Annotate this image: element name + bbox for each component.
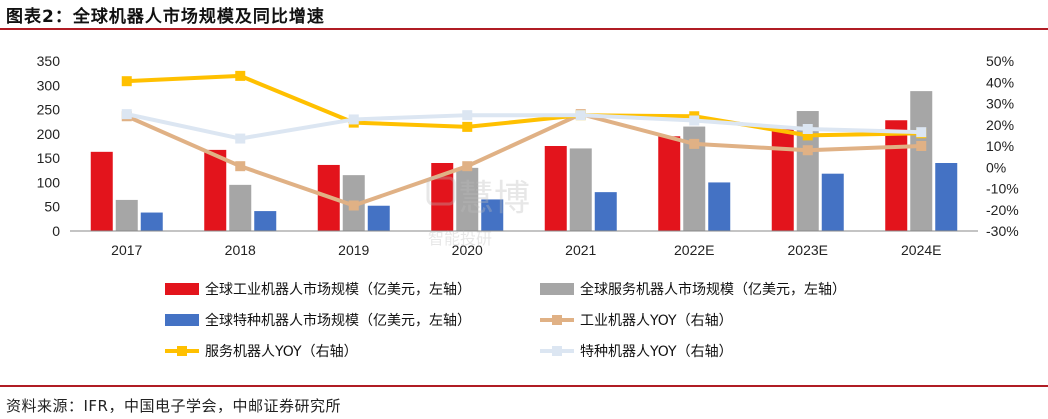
bar-series-group [90,91,958,231]
svg-text:慧博: 慧博 [458,178,530,219]
line-point-1 [235,161,246,172]
line-point-3 [802,124,813,134]
right-axis-tick-label: 20% [986,117,1014,133]
x-axis-tick-label: 2017 [111,242,142,258]
source-note: 资料来源：IFR，中国电子学会，中邮证券研究所 [6,397,341,415]
line-point-3 [575,110,586,121]
bar-1 [658,136,681,231]
bar-2 [910,91,933,231]
bar-3 [708,182,731,231]
legend-swatch-marker [177,346,187,356]
line-point-3 [121,109,132,120]
right-axis-tick-label: -30% [986,223,1019,239]
bar-3 [254,211,277,231]
bar-2 [229,184,252,231]
x-axis-tick-label: 2020 [452,242,483,258]
x-axis-tick-label: 2018 [225,242,256,258]
legend-label: 工业机器人YOY（右轴） [580,313,733,329]
legend-label: 全球服务机器人市场规模（亿美元，左轴） [580,281,846,298]
svg-text:智能投研: 智能投研 [428,229,492,248]
line-point-2 [235,70,246,81]
right-axis-tick-label: 0% [986,159,1006,175]
line-point-3 [235,133,246,144]
legend-swatch-marker [552,346,562,356]
x-axis: 2017 2018 2019 2020 2021 2022E 2023E 2024E [70,230,978,258]
line-point-1 [462,161,473,172]
bar-3 [821,173,844,231]
right-axis-tick-label: 10% [986,138,1014,154]
watermark-logo: 慧博 智能投研 [426,176,530,248]
left-axis-tick-label: 150 [37,150,61,166]
line-point-2 [121,76,132,87]
bar-3 [367,205,390,231]
left-axis-tick-label: 300 [37,77,61,93]
legend-swatch-bar [540,283,574,295]
right-axis-tick-label: 40% [986,74,1014,90]
x-axis-tick-label: 2019 [338,242,369,258]
bar-1 [204,149,227,231]
bar-1 [771,128,794,231]
line-series-1 [125,112,922,208]
bar-3 [481,199,504,231]
right-axis-tick-label: 30% [986,96,1014,112]
legend-label: 全球工业机器人市场规模（亿美元，左轴） [205,281,471,298]
left-axis-tick-label: 0 [52,223,60,239]
legend-swatch-bar [165,314,199,326]
bar-1 [544,146,567,231]
line-point-3 [462,110,473,121]
line-point-1 [689,138,700,149]
legend-label: 服务机器人YOY（右轴） [205,344,358,360]
title-divider [0,28,1048,30]
legend-swatch-bar [165,283,199,295]
bar-2 [796,111,819,231]
line-point-1 [348,200,359,211]
bar-1 [885,120,908,231]
line-series-2 [126,73,922,138]
legend: 全球工业机器人市场规模（亿美元，左轴） 全球服务机器人市场规模（亿美元，左轴） 全球… [165,281,846,360]
line-point-3 [916,127,927,138]
right-axis: -30% -20% -10% 0% 10% 20% 30% 40% 50% [986,53,1019,239]
x-axis-tick-label: 2023E [788,242,828,258]
bar-2 [683,126,706,231]
bar-3 [140,212,163,231]
legend-swatch-marker [552,315,562,325]
left-axis-tick-label: 50 [44,199,60,215]
legend-label: 全球特种机器人市场规模（亿美元，左轴） [205,312,471,329]
legend-label: 特种机器人YOY（右轴） [580,344,733,360]
right-axis-tick-label: -20% [986,202,1019,218]
line-point-2 [462,121,473,132]
x-axis-tick-label: 2021 [565,242,596,258]
right-axis-tick-label: -10% [986,181,1019,197]
line-point-1 [916,141,927,151]
line-point-2 [802,130,813,141]
bar-1 [431,163,454,231]
right-axis-tick-label: 50% [986,53,1014,69]
x-axis-tick-label: 2022E [674,242,714,258]
left-axis-tick-label: 100 [37,174,61,190]
bar-2 [456,167,479,231]
left-axis-tick-label: 200 [37,126,61,142]
line-series-group [121,70,927,211]
bar-3 [935,163,958,231]
left-axis-tick-label: 350 [37,53,61,69]
line-point-3 [689,115,700,126]
line-series-3 [126,112,922,141]
bar-3 [594,192,617,231]
line-point-1 [802,145,813,156]
left-axis: 0 50 100 150 200 250 300 350 [37,53,61,239]
bar-2 [115,199,138,231]
bar-1 [90,151,113,231]
x-axis-tick-label: 2024E [901,242,941,258]
left-axis-tick-label: 250 [37,102,61,118]
line-point-3 [348,114,359,125]
chart-title: 图表2：全球机器人市场规模及同比增速 [6,7,325,27]
footer-divider [0,385,1048,387]
bar-2 [569,148,592,231]
